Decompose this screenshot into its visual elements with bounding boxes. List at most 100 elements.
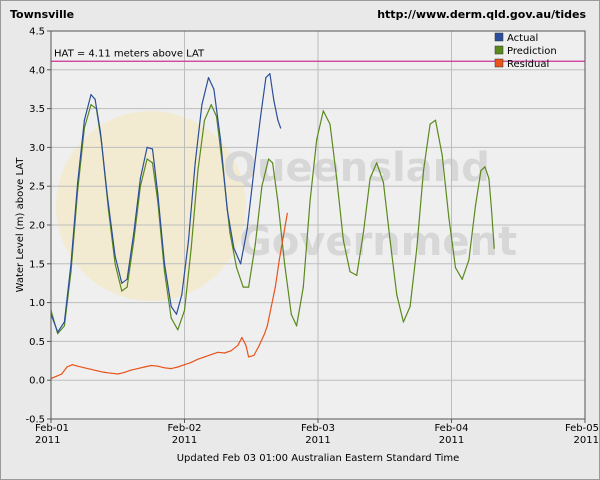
prediction-point	[290, 313, 292, 315]
prediction-point	[356, 274, 358, 276]
prediction-point	[139, 185, 141, 187]
residual-point	[183, 364, 186, 366]
residual-point	[278, 259, 280, 261]
source-url: http://www.derm.qld.gov.au/tides	[377, 8, 586, 21]
prediction-point	[329, 123, 331, 125]
prediction-point	[434, 119, 437, 121]
residual-point	[270, 305, 272, 308]
actual-point	[70, 263, 72, 265]
residual-point	[150, 364, 152, 367]
prediction-series-line	[50, 104, 495, 335]
prediction-point	[133, 239, 135, 242]
prediction-series	[50, 104, 495, 335]
actual-point	[253, 170, 255, 172]
residual-point	[90, 368, 92, 370]
residual-series-line	[50, 213, 288, 380]
prediction-point	[261, 185, 263, 187]
residual-point	[253, 354, 255, 356]
residual-point	[130, 369, 132, 371]
prediction-point	[190, 247, 192, 249]
x-tick-year: 2011	[35, 435, 60, 446]
prediction-point	[183, 309, 186, 311]
residual-point	[170, 368, 172, 370]
residual-point	[258, 344, 260, 346]
prediction-point	[336, 177, 338, 179]
actual-series	[50, 73, 282, 333]
residual-point	[66, 366, 68, 368]
x-tick-year: 2011	[574, 435, 599, 446]
prediction-point	[402, 321, 404, 323]
residual-point	[274, 286, 276, 288]
prediction-point	[296, 325, 298, 327]
actual-point	[233, 247, 235, 249]
actual-legend-swatch	[494, 32, 504, 42]
y-tick-label: 0.0	[29, 376, 45, 387]
residual-point	[248, 356, 250, 358]
actual-point	[146, 146, 148, 148]
prediction-point	[203, 119, 206, 121]
y-tick-label: 4.0	[29, 65, 45, 76]
prediction-point	[309, 201, 311, 203]
x-tick-label: Feb-05	[565, 423, 599, 434]
prediction-point	[429, 123, 431, 125]
residual-point	[282, 236, 284, 238]
prediction-point	[389, 239, 391, 242]
residual-legend-swatch	[494, 58, 504, 68]
prediction-point	[254, 243, 256, 245]
legend: Actual Prediction Residual	[494, 32, 557, 70]
prediction-point	[488, 177, 490, 179]
prediction-point	[416, 247, 418, 249]
prediction-point	[474, 205, 477, 207]
x-tick-label: Feb-04	[434, 423, 468, 434]
y-axis-ticks: -0.5 0.0 0.5 1.0 1.5 2.0 2.5 3.0 3.5 4.0 4.5	[25, 27, 51, 426]
station-title: Townsville	[10, 8, 75, 21]
residual-point	[71, 364, 73, 366]
actual-point	[121, 282, 123, 284]
actual-point	[213, 88, 215, 90]
actual-point	[133, 232, 135, 234]
residual-point	[83, 367, 85, 369]
residual-point	[143, 366, 145, 368]
residual-legend-label: Residual	[507, 59, 549, 70]
prediction-point	[114, 263, 116, 265]
prediction-point	[121, 290, 123, 292]
prediction-point	[461, 278, 463, 280]
actual-point	[151, 148, 154, 150]
prediction-point	[163, 271, 166, 273]
prediction-point	[268, 158, 270, 160]
actual-point	[277, 119, 279, 121]
prediction-point	[362, 232, 364, 234]
y-tick-label: 3.0	[29, 143, 45, 154]
actual-point	[260, 115, 262, 117]
prediction-point	[302, 286, 304, 288]
residual-point	[237, 344, 239, 346]
residual-series	[50, 212, 288, 380]
prediction-point	[369, 177, 371, 179]
prediction-point	[349, 271, 351, 273]
prediction-point	[272, 162, 274, 164]
actual-point	[170, 305, 172, 308]
prediction-point	[422, 170, 425, 172]
prediction-point	[284, 263, 286, 265]
actual-point	[57, 331, 59, 333]
actual-legend-label: Actual	[507, 33, 538, 44]
residual-point	[123, 371, 125, 373]
residual-point	[230, 350, 232, 352]
actual-point	[99, 131, 101, 133]
y-tick-label: 1.5	[29, 259, 45, 270]
residual-point	[286, 212, 288, 214]
updated-footer: Updated Feb 03 01:00 Australian Eastern …	[177, 453, 460, 464]
residual-point	[266, 325, 268, 327]
y-tick-label: 4.5	[29, 27, 45, 38]
prediction-point	[57, 333, 59, 335]
residual-point	[217, 351, 219, 353]
series-layer	[50, 73, 495, 380]
actual-point	[246, 228, 248, 230]
prediction-point	[396, 294, 398, 296]
prediction-point	[480, 170, 482, 172]
y-tick-label: 1.0	[29, 298, 45, 309]
prediction-legend-swatch	[494, 45, 504, 55]
actual-point	[265, 77, 267, 79]
y-tick-label: 3.5	[29, 104, 45, 115]
prediction-point	[215, 115, 218, 117]
